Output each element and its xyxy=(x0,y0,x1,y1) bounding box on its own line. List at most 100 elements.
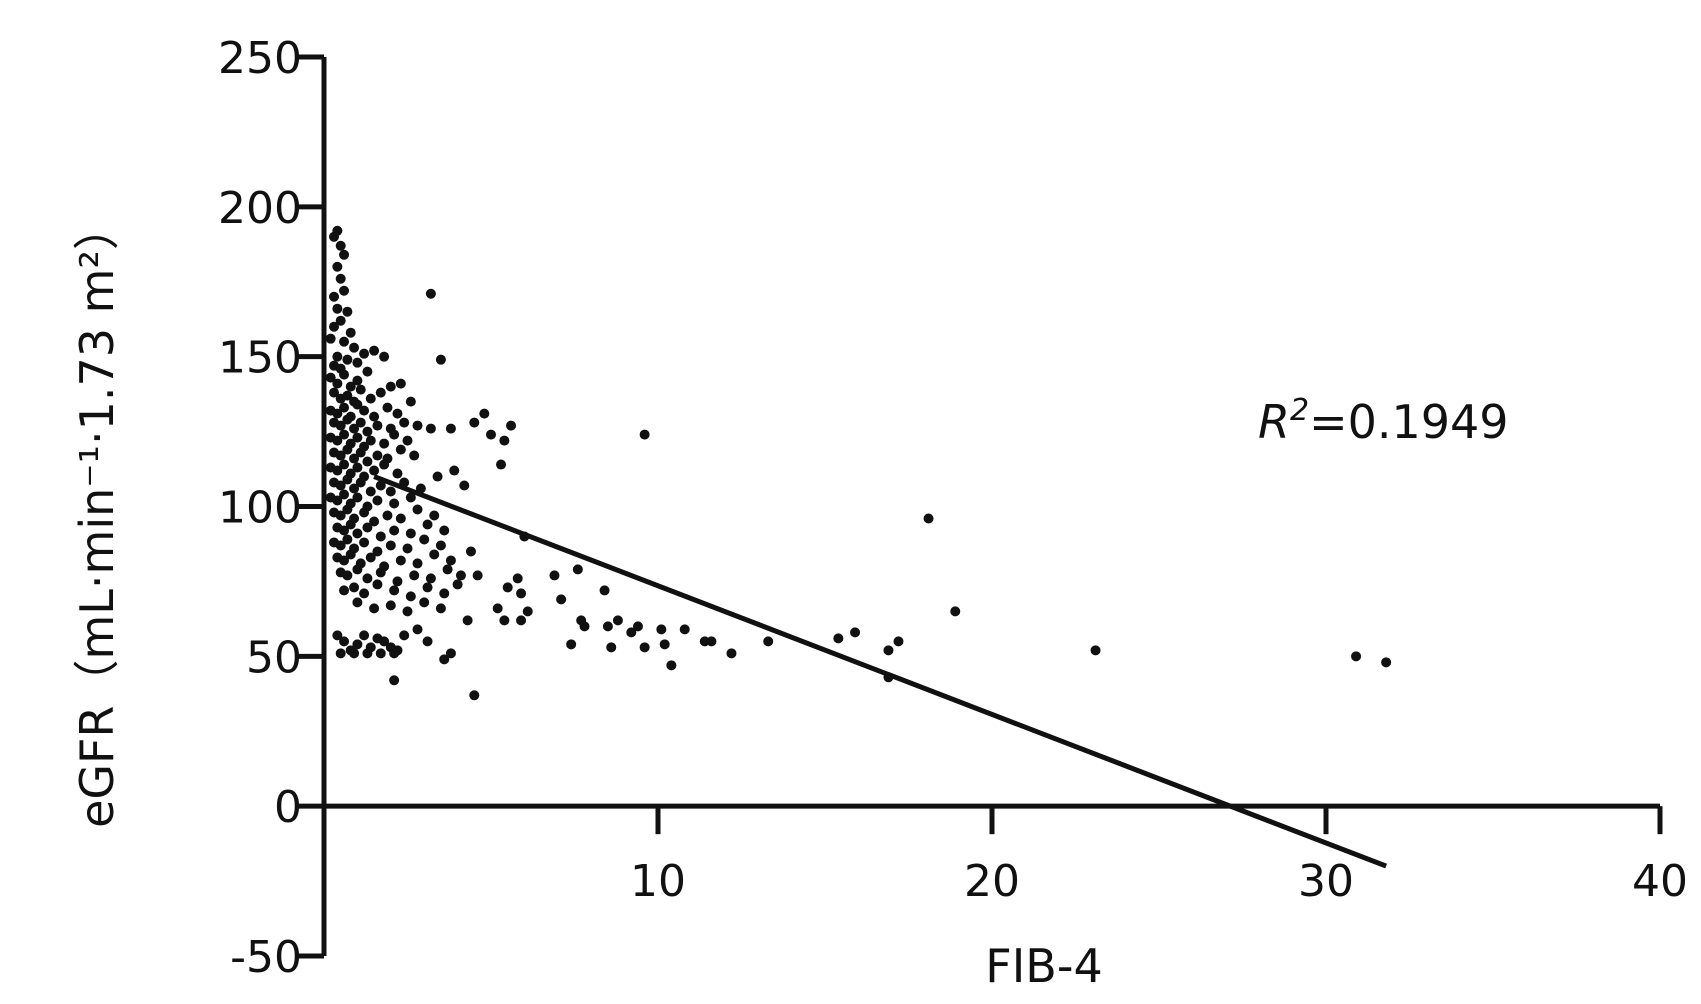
data-point xyxy=(626,627,637,638)
data-point xyxy=(342,390,353,401)
data-point xyxy=(492,603,503,614)
data-point xyxy=(389,675,400,686)
data-point xyxy=(506,420,517,431)
data-point xyxy=(612,615,623,626)
data-point xyxy=(355,384,366,395)
data-point xyxy=(365,393,376,404)
data-point xyxy=(432,471,443,482)
data-point xyxy=(342,534,353,545)
data-point xyxy=(479,408,490,419)
data-point xyxy=(389,648,400,659)
data-point xyxy=(1090,645,1101,656)
data-point xyxy=(375,480,386,491)
data-point xyxy=(763,636,774,647)
data-point xyxy=(329,387,340,398)
data-point xyxy=(332,408,343,419)
data-point xyxy=(462,615,473,626)
data-point xyxy=(429,510,440,521)
data-point xyxy=(375,531,386,542)
data-point xyxy=(422,636,433,647)
data-point xyxy=(522,606,533,617)
data-point xyxy=(329,321,340,332)
data-point xyxy=(435,354,446,365)
data-point xyxy=(369,516,380,527)
data-point xyxy=(679,624,690,635)
data-point xyxy=(392,408,403,419)
data-point xyxy=(372,420,383,431)
data-point xyxy=(726,648,737,659)
ticks-layer: -50 0 50 100 150 200 250 10 20 30 40 xyxy=(218,33,1688,983)
data-point xyxy=(345,549,356,560)
y-tick-label: 100 xyxy=(218,483,302,534)
r2-value: =0.1949 xyxy=(1309,395,1509,449)
data-point xyxy=(659,639,670,650)
data-point xyxy=(325,372,336,383)
data-point xyxy=(359,630,370,641)
data-point xyxy=(362,522,373,533)
data-point xyxy=(382,402,393,413)
data-point xyxy=(365,435,376,446)
data-point xyxy=(342,306,353,317)
data-point xyxy=(335,540,346,551)
data-point xyxy=(339,525,350,536)
data-point xyxy=(833,633,844,644)
data-point xyxy=(429,549,440,560)
data-point xyxy=(392,468,403,479)
data-point xyxy=(355,417,366,428)
data-point xyxy=(950,606,961,617)
data-point xyxy=(496,459,507,470)
data-point xyxy=(362,456,373,467)
data-point xyxy=(342,474,353,485)
data-point xyxy=(392,576,403,587)
data-point xyxy=(405,492,416,503)
data-point xyxy=(419,534,430,545)
data-point xyxy=(469,417,480,428)
data-point xyxy=(335,273,346,284)
data-point xyxy=(332,495,343,506)
data-point xyxy=(395,444,406,455)
data-point xyxy=(516,615,527,626)
data-point xyxy=(402,543,413,554)
data-point xyxy=(332,630,343,641)
data-point xyxy=(402,606,413,617)
data-point xyxy=(375,387,386,398)
data-point xyxy=(339,585,350,596)
data-point xyxy=(369,411,380,422)
data-point xyxy=(395,378,406,389)
data-point xyxy=(1351,651,1362,662)
data-point xyxy=(375,567,386,578)
data-point xyxy=(395,513,406,524)
data-point xyxy=(335,420,346,431)
data-point xyxy=(412,624,423,635)
data-point xyxy=(339,636,350,647)
y-tick-label: 150 xyxy=(218,333,302,384)
data-point xyxy=(706,636,717,647)
data-point xyxy=(372,495,383,506)
data-point xyxy=(439,654,450,665)
x-tick-label: 40 xyxy=(1632,856,1688,907)
data-point xyxy=(362,648,373,659)
data-point xyxy=(335,510,346,521)
data-point xyxy=(359,507,370,518)
data-point xyxy=(599,585,610,596)
data-point xyxy=(335,315,346,326)
data-point xyxy=(352,462,363,473)
data-point xyxy=(369,465,380,476)
data-point xyxy=(359,537,370,548)
data-point xyxy=(379,459,390,470)
data-point xyxy=(372,579,383,590)
data-point xyxy=(335,648,346,659)
data-point xyxy=(439,525,450,536)
data-point xyxy=(602,621,613,632)
data-point xyxy=(349,648,360,659)
data-point xyxy=(405,591,416,602)
data-point xyxy=(369,345,380,356)
data-point xyxy=(405,396,416,407)
data-point xyxy=(639,429,650,440)
data-point xyxy=(345,327,356,338)
data-point xyxy=(502,582,513,593)
data-point xyxy=(422,519,433,530)
data-point xyxy=(375,648,386,659)
data-point xyxy=(445,555,456,566)
data-point xyxy=(349,582,360,593)
